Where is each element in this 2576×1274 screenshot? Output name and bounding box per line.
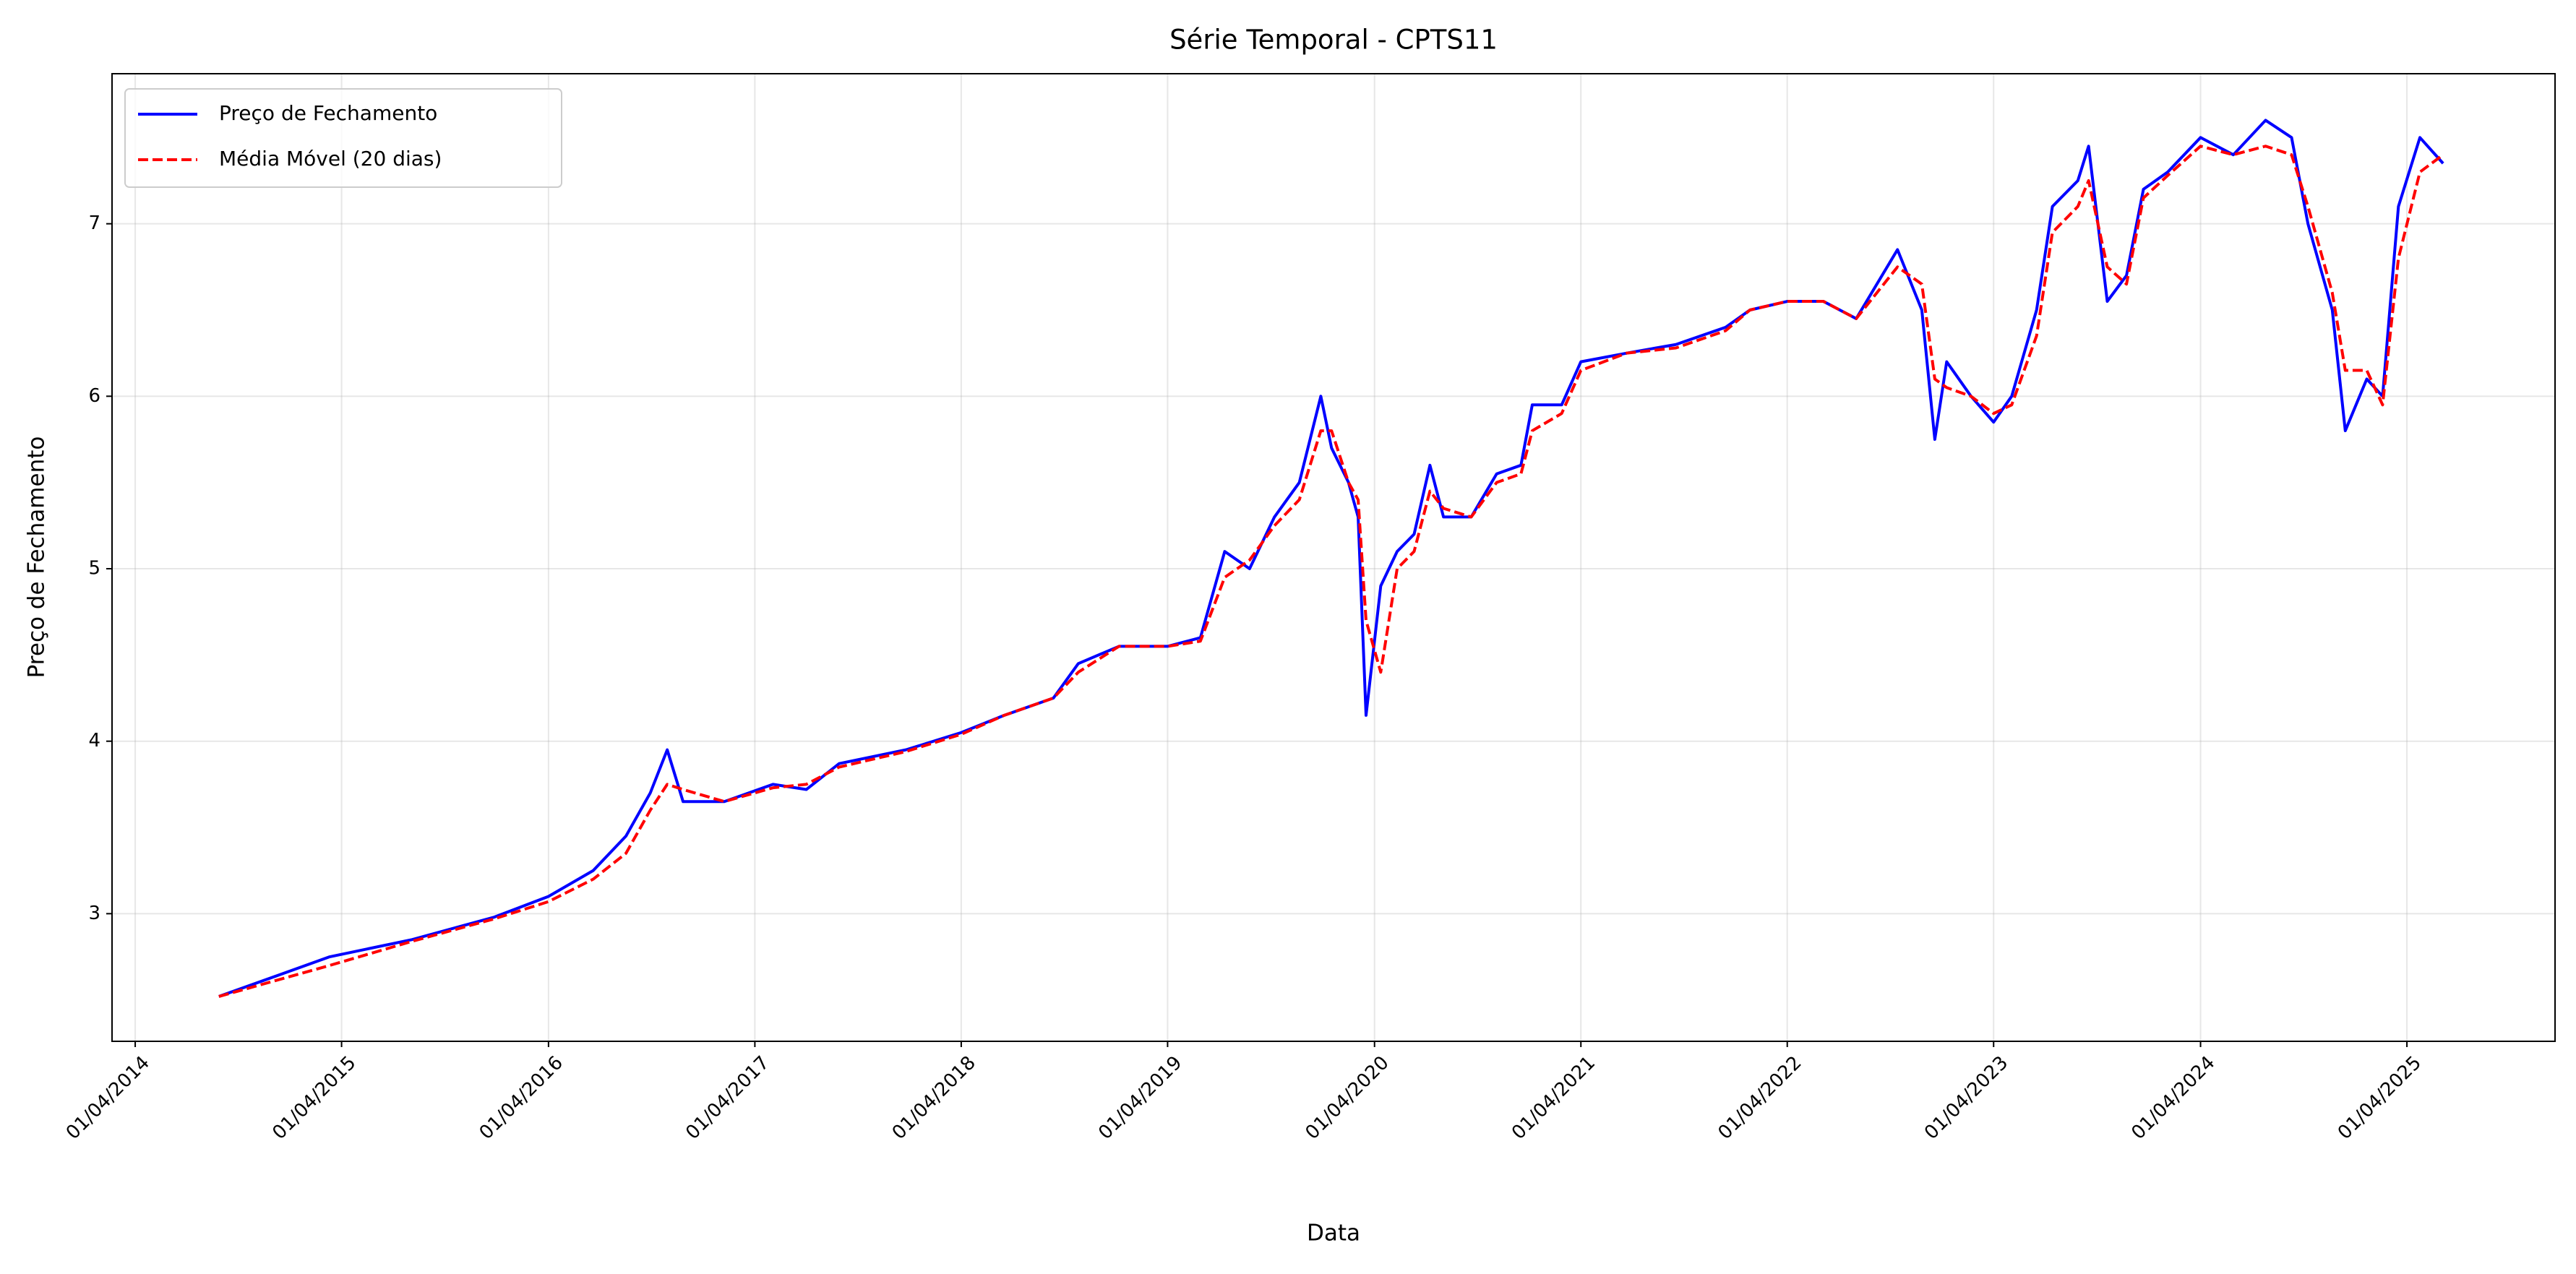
y-tick-label: 4 <box>88 730 100 752</box>
series-line <box>218 145 2444 998</box>
plot-frame <box>111 73 2556 1042</box>
legend-box <box>124 88 562 188</box>
chart-title: Série Temporal - CPTS11 <box>1169 25 1498 56</box>
legend-label: Média Móvel (20 dias) <box>219 147 442 171</box>
y-tick-label: 5 <box>88 558 100 580</box>
y-tick-label: 3 <box>88 903 100 924</box>
x-axis-label: Data <box>1307 1221 1360 1247</box>
y-tick-label: 7 <box>88 212 100 234</box>
legend-label: Preço de Fechamento <box>219 101 437 125</box>
series-line <box>218 119 2444 998</box>
legend: Preço de Fechamento Média Móvel (20 dias) <box>124 88 562 188</box>
y-tick-label: 6 <box>88 385 100 407</box>
y-axis-label: Preço de Fechamento <box>24 436 50 679</box>
